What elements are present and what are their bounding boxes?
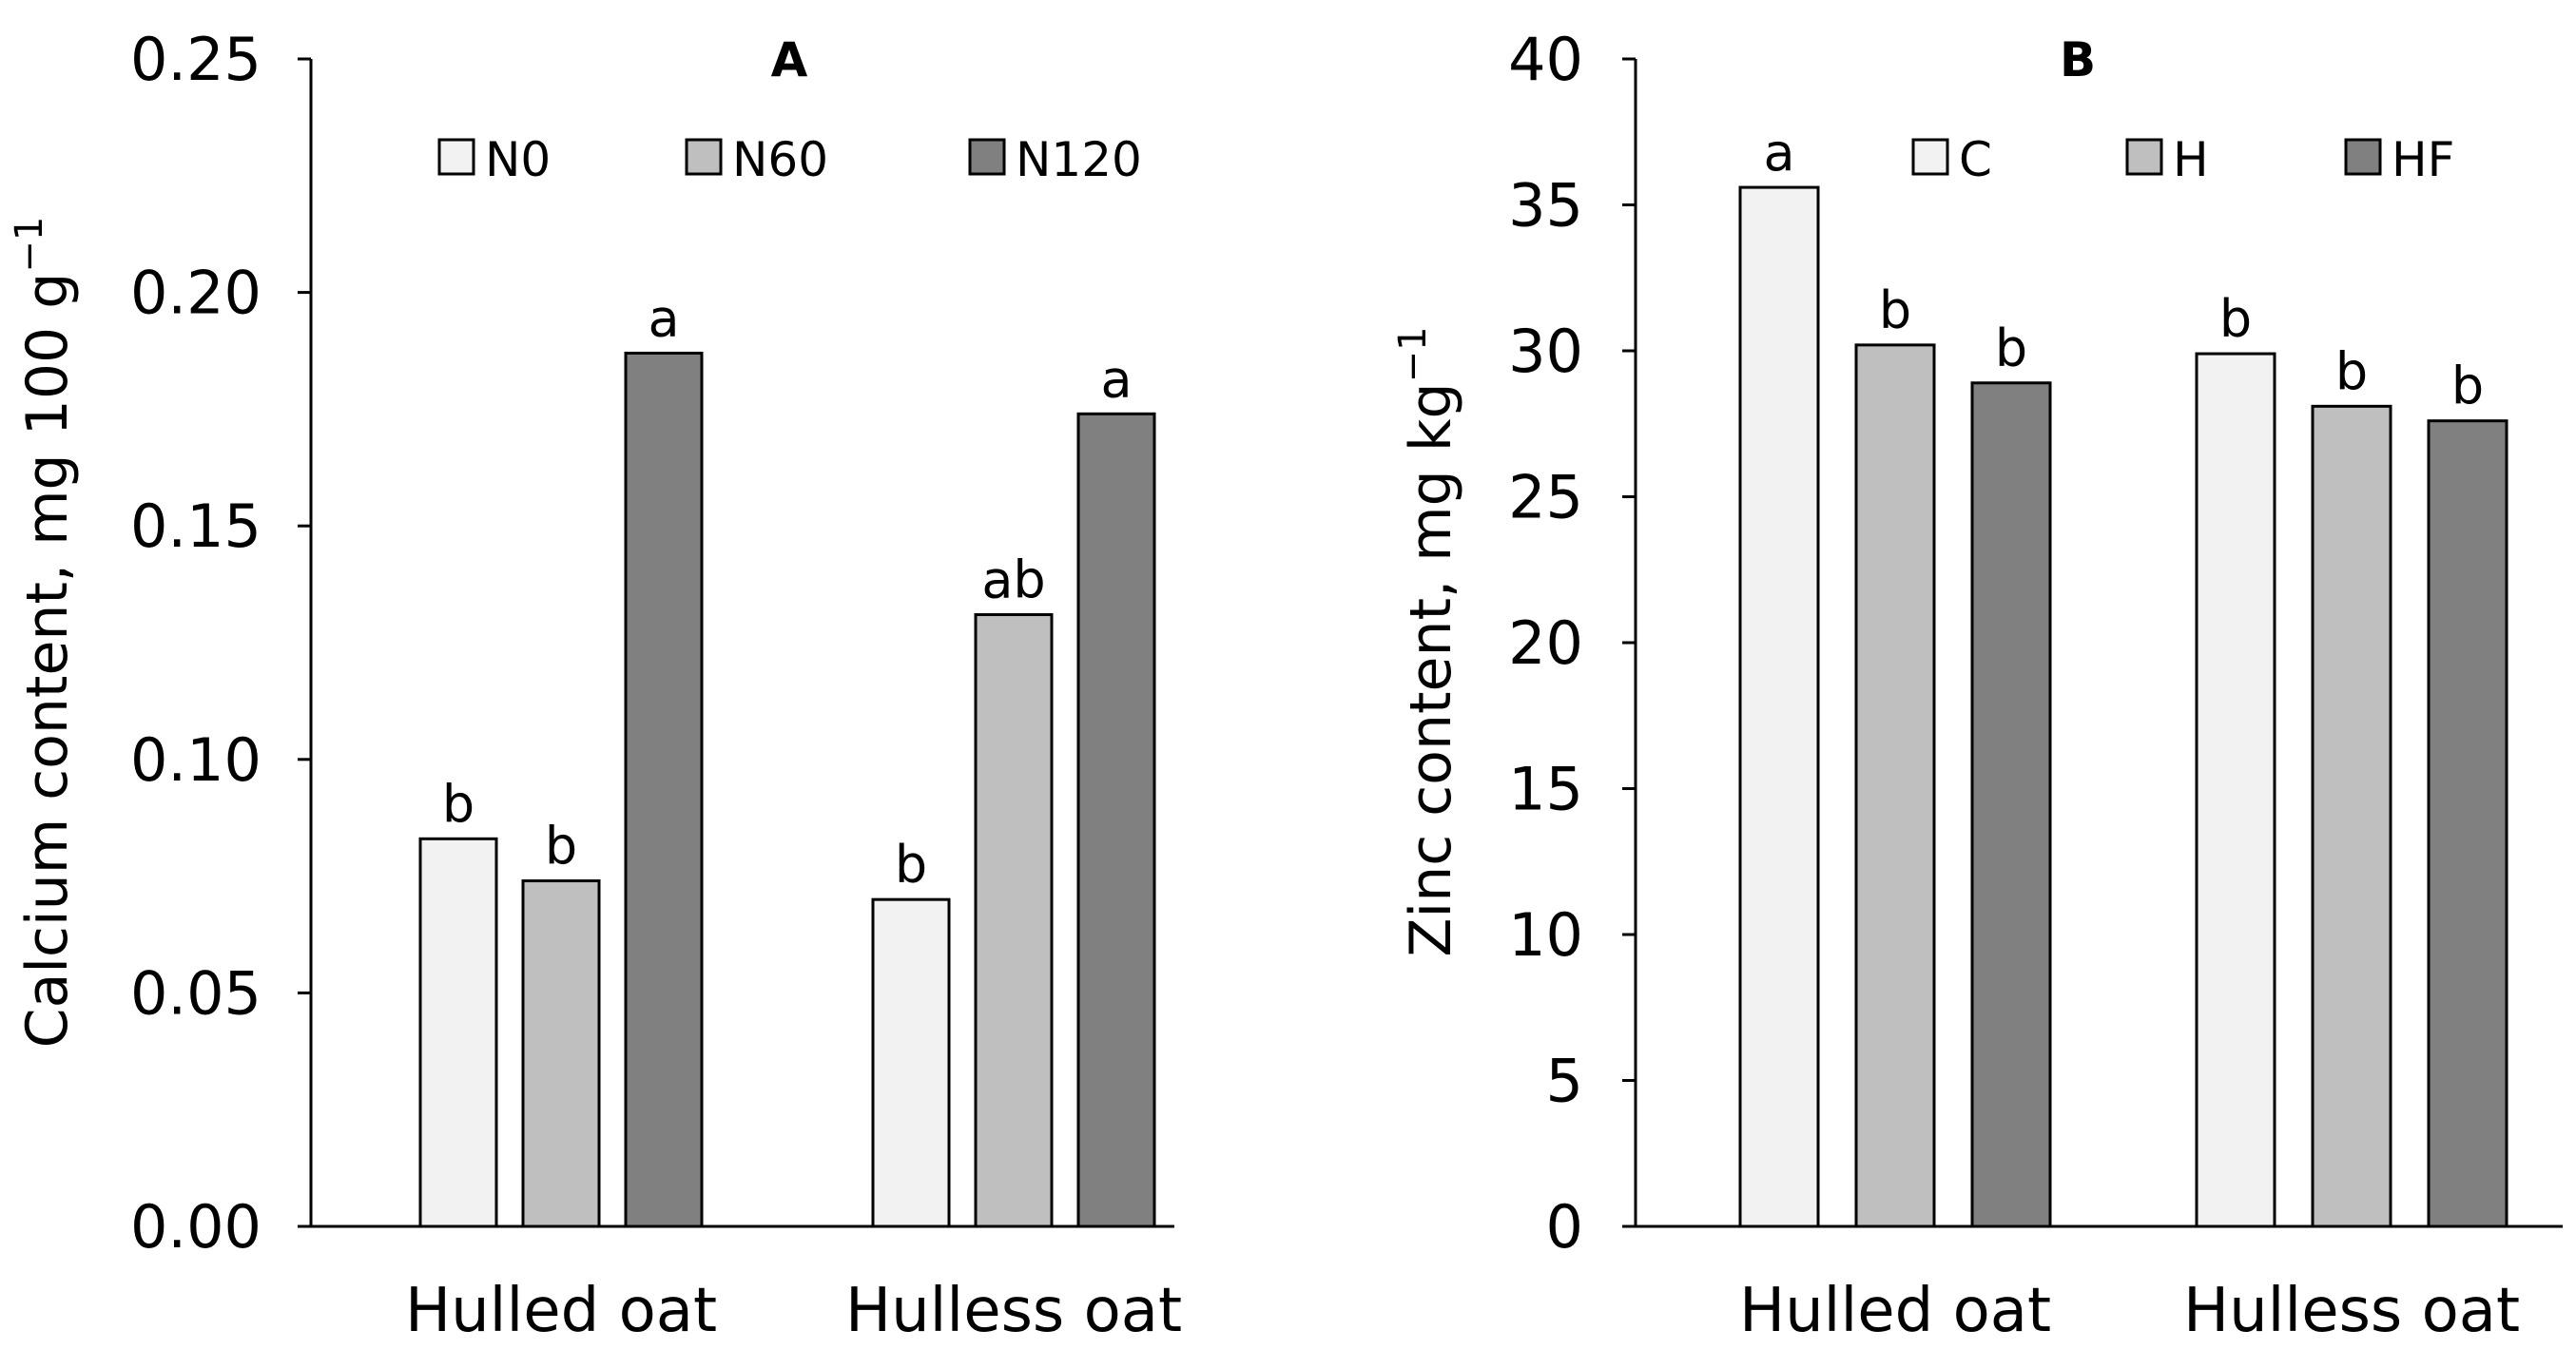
legend-swatch	[437, 138, 475, 176]
y-tick-label: 0.15	[130, 492, 261, 561]
legend-label: H	[2173, 132, 2209, 187]
significance-label: a	[648, 288, 679, 348]
chart-title: B	[2060, 32, 2096, 87]
legend-item: N120	[968, 132, 1142, 187]
bar-n60	[521, 879, 601, 1228]
significance-label: b	[895, 835, 927, 895]
significance-label: b	[2219, 289, 2252, 349]
significance-label: a	[1763, 123, 1794, 183]
y-tick-label: 40	[1508, 25, 1583, 94]
y-tick-label: 20	[1508, 608, 1583, 678]
y-tick-label: 0.05	[130, 958, 261, 1028]
bar-h	[2311, 404, 2392, 1228]
bar-n0	[871, 897, 951, 1228]
legend: C H HF	[1911, 132, 2454, 187]
significance-label: b	[442, 774, 475, 834]
axes: 0 5 10 15 20 25 30 35 40 Hulled oat Hulless oat	[1508, 25, 2563, 1346]
y-axis-title-text: Calcium content, mg 100 g	[14, 273, 81, 1049]
legend-item: N60	[685, 132, 828, 187]
y-tick-label: 15	[1508, 755, 1583, 824]
y-tick-label: 10	[1508, 900, 1583, 970]
significance-label: ab	[981, 550, 1045, 610]
bar-n120	[624, 351, 704, 1228]
significance-label: b	[2451, 357, 2484, 416]
legend-label: HF	[2392, 132, 2454, 187]
y-tick-label: 0.25	[130, 25, 261, 94]
significance-label: a	[1100, 349, 1132, 409]
bars: a b b b b b	[1738, 123, 2508, 1228]
bar-n120	[1076, 412, 1156, 1228]
legend-item: HF	[2344, 132, 2454, 187]
y-tick-label: 5	[1546, 1047, 1583, 1116]
legend-swatch	[685, 138, 723, 176]
x-category-label: Hulless oat	[845, 1276, 1182, 1346]
bar-n0	[418, 837, 498, 1228]
y-axis-title-superscript: −1	[1391, 326, 1435, 382]
x-category-label: Hulled oat	[405, 1276, 717, 1346]
legend-label: N60	[732, 132, 828, 187]
y-axis-title: Calcium content, mg 100 g−1	[8, 217, 81, 1049]
legend-swatch	[2125, 138, 2163, 176]
legend-swatch	[1911, 138, 1949, 176]
bar-c	[2195, 352, 2276, 1228]
significance-label: b	[545, 817, 577, 877]
y-tick-label: 30	[1508, 317, 1583, 386]
legend-label: N0	[485, 132, 551, 187]
x-category-label: Hulless oat	[2183, 1276, 2520, 1346]
bar-h	[1854, 343, 1936, 1228]
significance-label: b	[1995, 318, 2027, 378]
bars: b b b ab a a	[418, 288, 1156, 1228]
y-tick-label: 0	[1546, 1192, 1583, 1262]
legend-swatch	[968, 138, 1006, 176]
y-axis-title-text: Zinc content, mg kg	[1398, 382, 1464, 956]
legend: N0 N60 N120	[437, 132, 1142, 187]
significance-label: b	[1879, 280, 1911, 340]
legend-label: N120	[1016, 132, 1142, 187]
legend-swatch	[2344, 138, 2382, 176]
legend-item: C	[1911, 132, 1992, 187]
y-axis-title-superscript: −1	[8, 217, 51, 273]
y-tick-label: 25	[1508, 463, 1583, 532]
y-tick-label: 0.10	[130, 725, 261, 795]
bar-hf	[2427, 419, 2508, 1228]
legend-label: C	[1959, 132, 1992, 187]
chart-title: A	[771, 32, 808, 87]
y-tick-label: 0.20	[130, 259, 261, 328]
y-tick-label: 0.00	[130, 1192, 261, 1262]
legend-item: N0	[437, 132, 551, 187]
y-axis-title: Zinc content, mg kg−1	[1391, 326, 1464, 956]
legend-item: H	[2125, 132, 2209, 187]
axes: 0.00 0.05 0.10 0.15 0.20 0.25 Hulled oat Hulles…	[130, 25, 1182, 1346]
x-category-label: Hulled oat	[1739, 1276, 2051, 1346]
panel-a: A 0.00 0.05 0.10 0.15 0.20 0.25 Hulled oat Hull…	[8, 25, 1182, 1346]
bar-hf	[1970, 381, 2052, 1228]
significance-label: b	[2335, 341, 2368, 401]
bar-c	[1738, 185, 1820, 1228]
y-tick-label: 35	[1508, 171, 1583, 241]
bar-n60	[974, 613, 1054, 1228]
